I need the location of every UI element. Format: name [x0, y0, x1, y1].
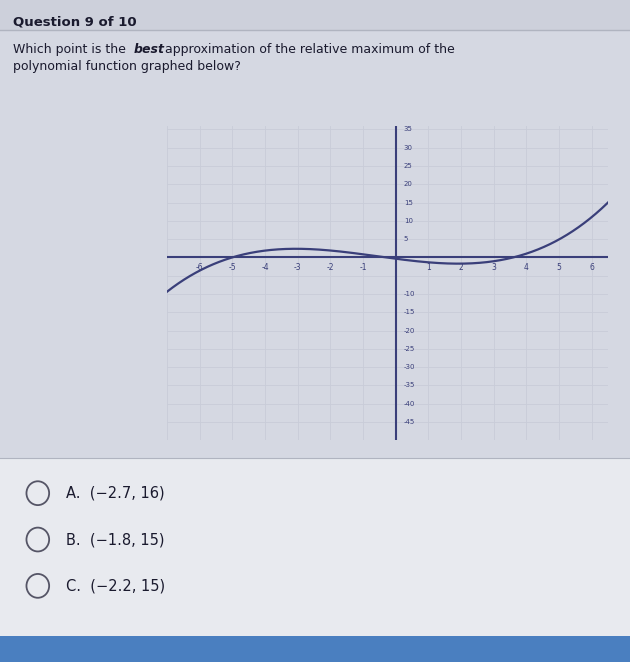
- Text: 5: 5: [556, 263, 561, 272]
- Text: -45: -45: [404, 419, 415, 425]
- Text: 35: 35: [404, 126, 413, 132]
- Text: C.  (−2.2, 15): C. (−2.2, 15): [66, 579, 165, 593]
- Text: -35: -35: [404, 383, 415, 389]
- Text: polynomial function graphed below?: polynomial function graphed below?: [13, 60, 241, 73]
- Text: 2: 2: [459, 263, 463, 272]
- Text: B.  (−1.8, 15): B. (−1.8, 15): [66, 532, 164, 547]
- Text: -10: -10: [404, 291, 415, 297]
- Text: 30: 30: [404, 145, 413, 151]
- Text: -20: -20: [404, 328, 415, 334]
- Text: best: best: [134, 43, 164, 56]
- Text: Question 9 of 10: Question 9 of 10: [13, 15, 136, 28]
- Text: -1: -1: [359, 263, 367, 272]
- Text: -4: -4: [261, 263, 269, 272]
- Text: 3: 3: [491, 263, 496, 272]
- Text: 1: 1: [426, 263, 431, 272]
- Text: A.  (−2.7, 16): A. (−2.7, 16): [66, 486, 165, 500]
- Text: 10: 10: [404, 218, 413, 224]
- Text: approximation of the relative maximum of the: approximation of the relative maximum of…: [161, 43, 455, 56]
- Text: -5: -5: [229, 263, 236, 272]
- Text: 4: 4: [524, 263, 529, 272]
- Text: -3: -3: [294, 263, 301, 272]
- Text: 25: 25: [404, 163, 413, 169]
- Text: Which point is the: Which point is the: [13, 43, 130, 56]
- Text: -25: -25: [404, 346, 415, 352]
- Text: 6: 6: [589, 263, 594, 272]
- Text: -6: -6: [196, 263, 203, 272]
- Text: 15: 15: [404, 199, 413, 206]
- Text: -2: -2: [326, 263, 334, 272]
- Text: 20: 20: [404, 181, 413, 187]
- Text: -40: -40: [404, 401, 415, 406]
- Text: 5: 5: [404, 236, 408, 242]
- Text: -15: -15: [404, 309, 415, 315]
- Text: -30: -30: [404, 364, 415, 370]
